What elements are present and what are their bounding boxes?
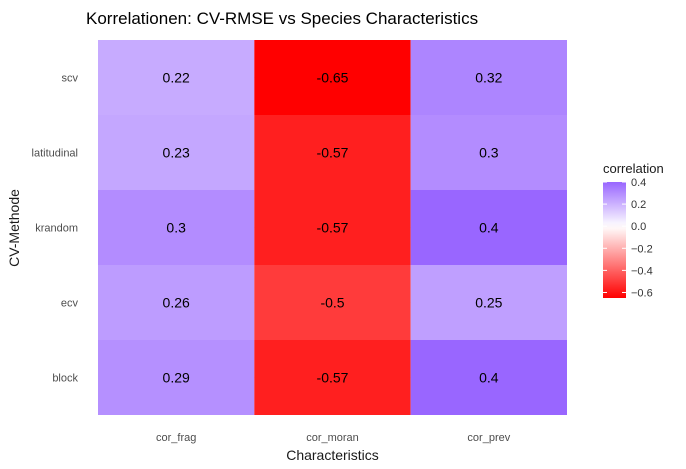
y-tick-label: latitudinal (32, 148, 78, 160)
x-tick-label: cor_prev (467, 432, 510, 444)
legend-tick-label: −0.6 (631, 287, 653, 299)
heatmap-cell (410, 190, 567, 265)
color-legend: correlation 0.4 0.2 0.0 −0.2 −0.4 −0.6 (603, 161, 664, 299)
cell-value-label: 0.26 (163, 295, 190, 311)
heatmap-cell (98, 340, 255, 415)
legend-tick-label: −0.2 (631, 243, 653, 255)
heatmap-cell (410, 40, 567, 115)
heatmap-cell (254, 115, 411, 190)
legend-tick-label: 0.2 (631, 199, 646, 211)
cell-value-label: 0.25 (475, 295, 502, 311)
heatmap-cell (410, 265, 567, 340)
heatmap-cell (410, 115, 567, 190)
heatmap-cell (254, 40, 411, 115)
x-axis-ticks: cor_frag cor_moran cor_prev (156, 432, 511, 444)
heatmap-cell (254, 190, 411, 265)
heatmap-cells (98, 40, 567, 415)
cell-value-label: -0.5 (320, 295, 344, 311)
chart-title: Korrelationen: CV-RMSE vs Species Charac… (86, 9, 478, 28)
heatmap-cell (98, 265, 255, 340)
cell-value-label: -0.57 (317, 220, 349, 236)
x-tick-label: cor_frag (156, 432, 196, 444)
legend-tick-label: −0.4 (631, 265, 653, 277)
y-tick-label: block (52, 373, 78, 385)
y-tick-label: krandom (35, 223, 78, 235)
y-axis-ticks: scv latitudinal krandom ecv block (32, 73, 79, 385)
legend-ticks: 0.4 0.2 0.0 −0.2 −0.4 −0.6 (603, 177, 653, 299)
y-axis-title: CV-Methode (6, 189, 22, 267)
heatmap-cell (254, 340, 411, 415)
y-tick-label: ecv (61, 298, 79, 310)
heatmap-cell (98, 40, 255, 115)
x-axis-title: Characteristics (286, 447, 379, 463)
legend-tick-label: 0.4 (631, 177, 646, 189)
legend-tick-label: 0.0 (631, 221, 646, 233)
heatmap-cell (410, 340, 567, 415)
cell-value-label: 0.23 (163, 145, 190, 161)
cell-labels: 0.22 -0.65 0.32 0.23 -0.57 0.3 0.3 -0.57 0.4 0.26… (163, 70, 503, 386)
cell-value-label: -0.65 (317, 70, 349, 86)
cell-value-label: 0.29 (163, 370, 190, 386)
heatmap-cell (98, 115, 255, 190)
legend-title: correlation (603, 161, 664, 176)
cell-value-label: 0.3 (166, 220, 186, 236)
cell-value-label: 0.4 (479, 370, 499, 386)
cell-value-label: 0.32 (475, 70, 502, 86)
y-tick-label: scv (62, 73, 79, 85)
cell-value-label: 0.22 (163, 70, 190, 86)
cell-value-label: -0.57 (317, 145, 349, 161)
cell-value-label: 0.4 (479, 220, 499, 236)
x-tick-label: cor_moran (306, 432, 359, 444)
legend-color-bar (603, 182, 626, 298)
heatmap-cell (254, 265, 411, 340)
heatmap-cell (98, 190, 255, 265)
cell-value-label: -0.57 (317, 370, 349, 386)
cell-value-label: 0.3 (479, 145, 499, 161)
